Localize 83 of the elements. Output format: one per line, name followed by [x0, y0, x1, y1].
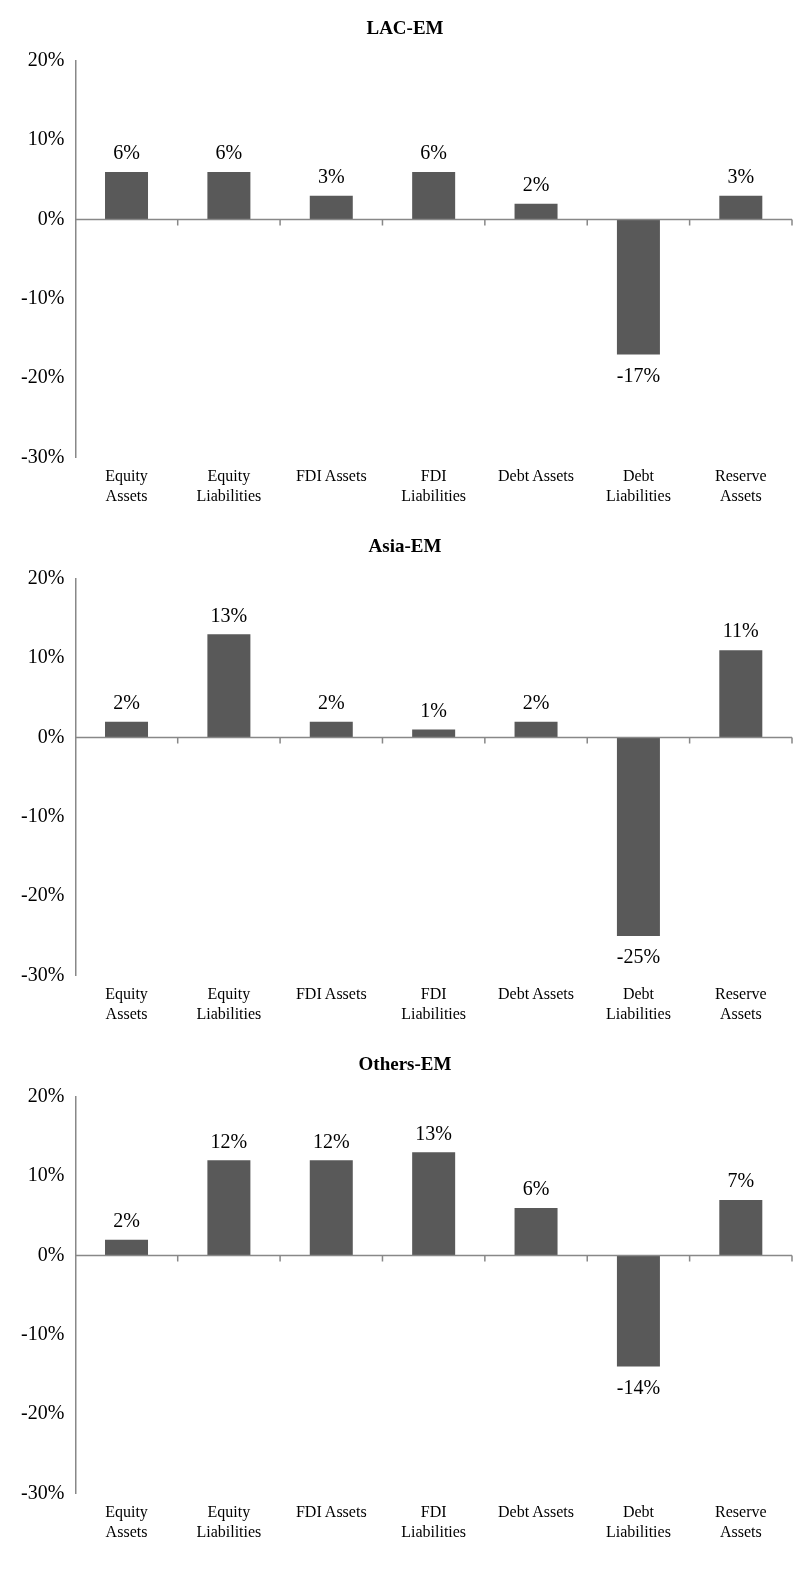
y-tick-label: 20%	[27, 48, 65, 71]
data-label: 13%	[415, 1121, 452, 1144]
data-label: 2%	[113, 1208, 140, 1231]
chart-title: Others-EM	[358, 1053, 452, 1075]
bar	[719, 195, 763, 220]
data-label: -17%	[616, 363, 661, 386]
x-tick-label: Equity Liabilities	[196, 467, 262, 504]
x-tick-label: FDI Liabilities	[401, 985, 467, 1022]
data-label: 6%	[215, 141, 243, 164]
bar	[309, 195, 353, 220]
y-tick-label: -30%	[20, 444, 65, 467]
x-tick-label: FDI Assets	[295, 467, 367, 485]
x-tick-label: Debt Liabilities	[605, 1503, 671, 1540]
x-tick-label: Equity Assets	[105, 467, 148, 504]
bar	[616, 737, 660, 936]
x-tick-label: Reserve Assets	[715, 985, 767, 1022]
bar	[514, 721, 558, 738]
bar	[105, 171, 149, 220]
y-tick-label: -20%	[20, 1401, 65, 1424]
y-tick-label: 10%	[27, 127, 65, 150]
y-tick-label: 20%	[27, 566, 65, 589]
bar	[105, 721, 149, 738]
bar	[207, 171, 251, 220]
bar	[207, 634, 251, 738]
x-tick-label: FDI Assets	[295, 1503, 367, 1521]
y-tick-label: -30%	[20, 962, 65, 985]
x-tick-label: Debt Liabilities	[605, 467, 671, 504]
y-tick-label: 20%	[27, 1084, 65, 1107]
y-tick-label: -10%	[20, 286, 65, 309]
x-tick-label: FDI Liabilities	[401, 1503, 467, 1540]
data-label: 2%	[522, 172, 550, 195]
bar	[719, 650, 763, 738]
x-tick-label: Reserve Assets	[715, 1503, 767, 1540]
data-label: 1%	[420, 698, 447, 721]
y-tick-label: 0%	[37, 1242, 65, 1265]
data-label: 7%	[727, 1169, 755, 1192]
x-tick-label: Debt Liabilities	[605, 985, 671, 1022]
bar	[616, 1255, 660, 1367]
bar	[514, 1207, 558, 1256]
bar	[105, 1239, 149, 1256]
data-label: 12%	[210, 1129, 248, 1152]
x-tick-label: Equity Liabilities	[196, 1503, 262, 1540]
x-tick-label: Equity Liabilities	[196, 985, 262, 1022]
bar	[719, 1199, 763, 1256]
bar	[412, 1152, 456, 1256]
data-label: 2%	[113, 690, 140, 713]
x-tick-label: Reserve Assets	[715, 467, 767, 504]
data-label: 6%	[420, 141, 447, 164]
data-label: 11%	[722, 619, 759, 642]
bar	[514, 203, 558, 220]
y-tick-label: -10%	[20, 804, 65, 827]
chart-title: LAC-EM	[366, 17, 444, 39]
y-tick-label: 0%	[37, 724, 65, 747]
bar	[309, 1160, 353, 1256]
data-label: 3%	[317, 164, 345, 187]
x-tick-label: Debt Assets	[498, 1503, 575, 1521]
data-label: 6%	[522, 1177, 550, 1200]
x-tick-label: FDI Assets	[295, 985, 367, 1003]
chart-title: Asia-EM	[368, 535, 442, 557]
data-label: -25%	[616, 945, 661, 968]
x-tick-label: FDI Liabilities	[401, 467, 467, 504]
bar	[207, 1160, 251, 1256]
y-tick-label: 0%	[37, 206, 65, 229]
bar	[616, 219, 660, 355]
y-tick-label: -30%	[20, 1480, 65, 1503]
x-tick-label: Debt Assets	[498, 467, 575, 485]
data-label: 12%	[312, 1129, 350, 1152]
data-label: 6%	[113, 141, 140, 164]
x-tick-label: Equity Assets	[105, 1503, 148, 1540]
x-tick-label: Debt Assets	[498, 985, 575, 1003]
data-label: 2%	[522, 690, 550, 713]
y-tick-label: -10%	[20, 1322, 65, 1345]
x-tick-label: Equity Assets	[105, 985, 148, 1022]
y-tick-label: 10%	[27, 1163, 65, 1186]
bar	[412, 171, 456, 220]
y-tick-label: -20%	[20, 883, 65, 906]
data-label: 2%	[317, 690, 345, 713]
y-tick-label: -20%	[20, 365, 65, 388]
data-label: -14%	[616, 1375, 661, 1398]
data-label: 13%	[210, 603, 248, 626]
bar	[309, 721, 353, 738]
y-tick-label: 10%	[27, 645, 65, 668]
data-label: 3%	[727, 164, 755, 187]
